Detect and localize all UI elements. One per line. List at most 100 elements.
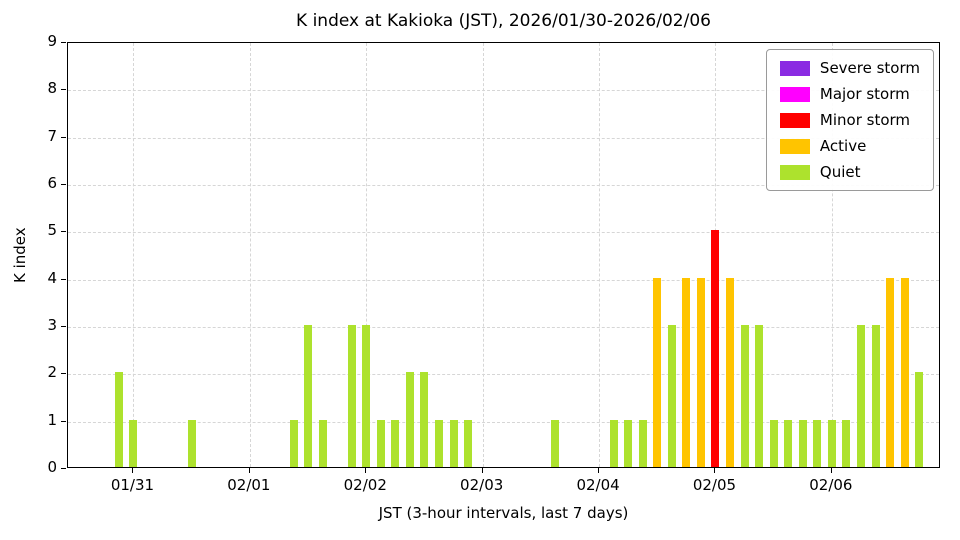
y-axis-tick (61, 373, 66, 375)
k-bar (449, 419, 458, 467)
x-axis-tick (830, 468, 832, 473)
x-axis-tick (714, 468, 716, 473)
k-bar (856, 325, 865, 467)
legend-label: Active (819, 137, 867, 155)
x-axis-tick (248, 468, 250, 473)
y-tick-label: 2 (47, 363, 57, 382)
x-tick-label: 02/06 (809, 476, 853, 494)
k-bar (798, 419, 807, 467)
y-axis-tick (61, 42, 66, 43)
legend-item-minor-storm: Minor storm (779, 111, 920, 129)
k-bar (638, 419, 647, 467)
k-bar (435, 419, 444, 467)
k-bar (711, 230, 720, 467)
legend-label: Major storm (819, 85, 910, 103)
legend-label: Minor storm (819, 111, 911, 129)
k-bar (376, 419, 385, 467)
x-tick-label: 02/04 (576, 476, 620, 494)
k-bar (420, 372, 429, 467)
k-bar (391, 419, 400, 467)
k-bar (362, 325, 371, 467)
k-bar (304, 325, 313, 467)
y-axis-tick (61, 326, 66, 327)
k-bar (289, 419, 298, 467)
k-bar (915, 372, 924, 467)
legend-label: Severe storm (819, 59, 920, 77)
y-tick-label: 6 (47, 174, 57, 192)
h-gridline (68, 137, 939, 139)
k-bar (682, 277, 691, 467)
k-bar (886, 277, 895, 467)
active-swatch (779, 138, 810, 154)
y-axis-tick (61, 89, 66, 91)
k-bar (726, 277, 735, 467)
legend-label: Quiet (819, 163, 861, 181)
legend-item-active: Active (779, 137, 920, 155)
k-bar (827, 419, 836, 467)
k-bar (187, 419, 196, 467)
y-tick-label: 9 (47, 32, 57, 50)
y-axis-label: K index (11, 227, 29, 283)
chart-title: K index at Kakioka (JST), 2026/01/30-202… (296, 11, 711, 31)
y-axis-tick (61, 468, 66, 469)
k-bar (129, 419, 138, 467)
y-tick-label: 3 (47, 316, 57, 334)
h-gridline (68, 327, 939, 328)
severe-storm-swatch (779, 60, 810, 76)
y-tick-label: 5 (47, 221, 57, 240)
y-axis-tick (61, 278, 66, 280)
y-tick-label: 4 (47, 268, 57, 287)
h-gridline (68, 374, 939, 376)
k-bar (900, 277, 909, 467)
h-gridline (68, 232, 939, 234)
legend: Severe storm Major storm Minor storm Act… (765, 49, 934, 191)
x-tick-label: 02/05 (692, 476, 737, 494)
legend-item-severe-storm: Severe storm (779, 59, 920, 77)
k-bar (769, 419, 778, 467)
k-bar (696, 277, 705, 467)
minor-storm-swatch (779, 112, 810, 128)
h-gridline (68, 421, 939, 423)
x-axis-tick (132, 468, 134, 473)
v-gridline (249, 43, 251, 467)
k-bar (755, 325, 764, 467)
x-axis-label: JST (3-hour intervals, last 7 days) (378, 504, 629, 522)
k-bar (609, 419, 618, 467)
v-gridline (599, 43, 601, 467)
legend-item-major-storm: Major storm (779, 85, 920, 103)
k-bar (842, 419, 851, 467)
y-tick-label: 0 (47, 458, 57, 476)
x-tick-label: 01/31 (110, 476, 155, 494)
v-gridline (366, 43, 368, 467)
legend-item-quiet: Quiet (779, 163, 920, 181)
x-tick-label: 02/03 (460, 476, 504, 494)
y-axis-tick (61, 136, 66, 138)
y-axis-tick (61, 184, 66, 185)
k-bar (667, 325, 676, 467)
k-bar (813, 419, 822, 467)
k-bar (405, 372, 414, 467)
y-tick-label: 1 (47, 410, 57, 429)
x-tick-label: 02/02 (343, 476, 387, 494)
k-bar (653, 277, 662, 467)
quiet-swatch (779, 164, 810, 180)
y-tick-label: 7 (47, 126, 57, 145)
y-axis-tick (61, 231, 66, 233)
v-gridline (831, 43, 833, 467)
h-gridline (68, 279, 939, 281)
h-gridline (68, 90, 939, 92)
k-bar (624, 419, 633, 467)
v-gridline (133, 43, 135, 467)
k-bar (784, 419, 793, 467)
k-bar (114, 372, 123, 467)
y-tick-label: 8 (47, 79, 57, 98)
k-bar (318, 419, 327, 467)
k-bar (871, 325, 880, 467)
h-gridline (68, 185, 939, 186)
major-storm-swatch (779, 86, 810, 102)
x-axis-tick (481, 468, 483, 473)
k-bar (551, 419, 560, 467)
v-gridline (482, 43, 484, 467)
y-axis-tick (61, 420, 66, 422)
